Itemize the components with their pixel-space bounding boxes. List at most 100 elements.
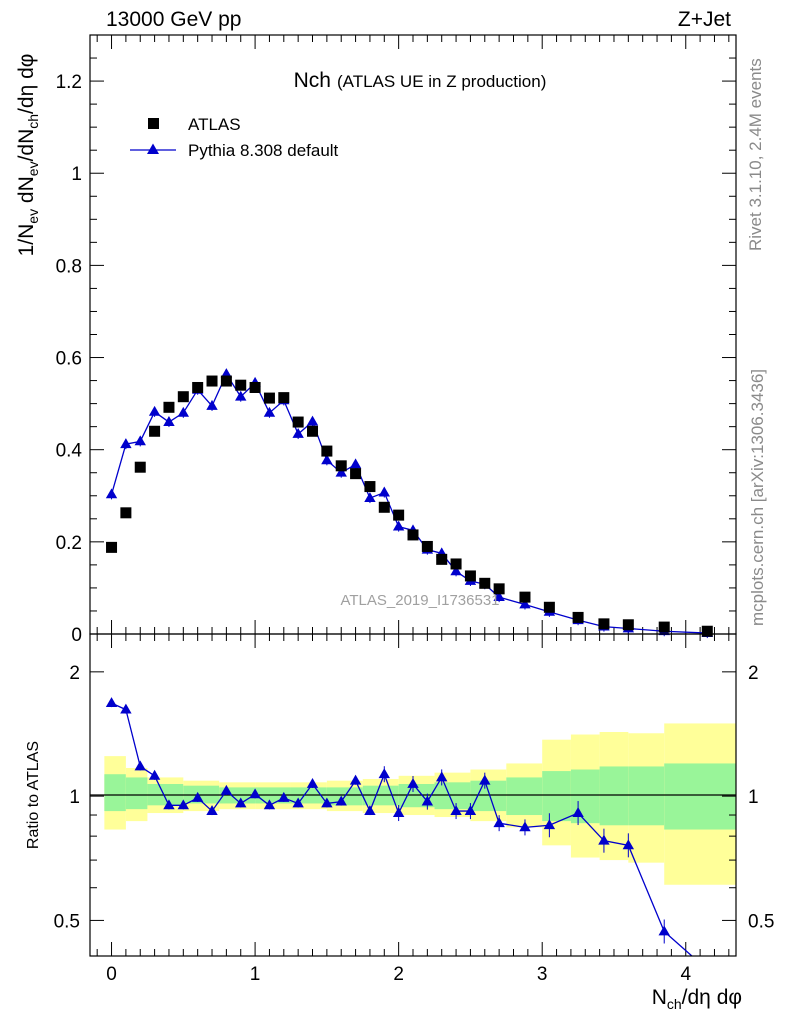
main-y-axis-label: 1/Nev dNev/dNch/dη dφ: [15, 54, 41, 257]
x-tick-label: 1: [250, 964, 261, 985]
atlas-point: [134, 461, 146, 473]
ratio-band-stat-11: [470, 780, 507, 812]
y-tick-label: 1: [71, 164, 82, 185]
main-data-series: [106, 375, 713, 637]
atlas-point: [421, 540, 433, 552]
atlas-point: [436, 553, 448, 565]
pythia-point: [364, 492, 376, 502]
atlas-point: [350, 468, 362, 480]
legend-pythia-label: Pythia 8.308 default: [188, 141, 339, 160]
ratio-pythia-point: [220, 784, 233, 795]
atlas-point: [450, 558, 462, 570]
atlas-point: [622, 619, 634, 631]
ratio-pythia-point: [292, 797, 304, 808]
ratio-y-tick-label-right: 0.5: [748, 911, 774, 932]
pythia-point: [206, 399, 218, 410]
pythia-point: [177, 406, 190, 417]
atlas-point: [106, 541, 118, 553]
legend-atlas-label: ATLAS: [188, 115, 241, 134]
atlas-point: [658, 621, 670, 633]
pythia-point: [134, 435, 146, 446]
atlas-point: [701, 625, 713, 637]
ratio-pythia-point: [622, 839, 635, 850]
ratio-pythia-point: [421, 795, 434, 806]
ratio-bands: [104, 723, 736, 885]
atlas-point: [479, 577, 491, 589]
ratio-pythia-point: [306, 777, 319, 788]
ratio-pythia-point: [148, 769, 161, 780]
ratio-pythia-point: [191, 791, 204, 802]
ratio-band-stat-1: [125, 777, 148, 810]
ratio-y-tick-label: 0.5: [54, 911, 80, 932]
atlas-point: [263, 392, 275, 404]
ratio-pythia-point: [120, 703, 132, 714]
ratio-y-tick-label: 1: [69, 787, 80, 808]
ratio-pythia-point: [436, 771, 448, 782]
pythia-point: [321, 454, 333, 465]
ratio-pythia-point: [519, 821, 531, 832]
atlas-point: [149, 425, 161, 437]
ratio-pythia-point: [177, 799, 190, 810]
pythia-point: [392, 520, 405, 531]
atlas-point: [464, 570, 476, 582]
pythia-point: [105, 488, 118, 499]
y-tick-label: 0.8: [56, 256, 82, 277]
pythia-point: [493, 591, 505, 602]
atlas-point: [378, 501, 390, 513]
pythia-point: [349, 458, 362, 469]
atlas-point: [192, 381, 204, 393]
pythia-point: [292, 428, 304, 438]
legend-atlas-marker: [148, 118, 159, 129]
ratio-band-stat-12: [506, 777, 543, 816]
atlas-point: [407, 529, 419, 541]
atlas-point: [278, 392, 290, 404]
atlas-point: [120, 507, 132, 519]
plot-title-sub: (ATLAS UE in Z production): [337, 72, 546, 91]
ratio-pythia-point: [464, 805, 477, 815]
ratio-pythia-point: [235, 797, 247, 808]
ratio-y-tick-label: 2: [69, 663, 80, 684]
watermark-text: ATLAS_2019_I1736531: [340, 592, 499, 609]
side-rivet-text: Rivet 3.1.10, 2.4M events: [746, 58, 765, 251]
x-axis-label: Nch/dη dφ: [652, 986, 742, 1012]
ratio-y-ticks: 0.5 0.5 1 1 2 2: [54, 663, 775, 933]
ratio-mc-series: [105, 697, 693, 957]
pythia-point: [450, 565, 462, 576]
ratio-pythia-point: [249, 788, 261, 799]
atlas-point: [292, 416, 304, 428]
ratio-panel: 0 1 2 3 4 0.5 0.5 1 1 2 2: [54, 633, 775, 985]
header-left-text: 13000 GeV pp: [106, 8, 241, 31]
atlas-point: [493, 583, 505, 595]
atlas-point: [598, 618, 610, 630]
atlas-point: [220, 375, 232, 387]
y-tick-label: 0.6: [56, 349, 82, 370]
ratio-pythia-point: [572, 807, 584, 817]
ratio-pythia-point: [163, 799, 175, 810]
ratio-y-axis-label: Ratio to ATLAS: [25, 741, 42, 849]
ratio-frame: [89, 633, 737, 957]
ratio-band-stat-10: [434, 782, 471, 810]
side-mcplots-text: mcplots.cern.ch [arXiv:1306.3436]: [748, 369, 767, 626]
ratio-band-stat-16: [628, 766, 665, 826]
main-y-ticks: 0 0.2 0.4 0.6 0.8 1 1.2: [56, 34, 736, 646]
pythia-point: [306, 415, 319, 426]
atlas-point: [364, 481, 376, 493]
atlas-point: [249, 381, 261, 393]
ratio-pythia-point: [278, 791, 290, 802]
ratio-pythia-point: [335, 795, 347, 806]
atlas-point: [335, 460, 347, 472]
ratio-x-ticks: 0 1 2 3 4: [96, 634, 730, 985]
legend: ATLAS Pythia 8.308 default: [130, 115, 339, 160]
ratio-y-tick-label-right: 2: [748, 663, 759, 684]
pythia-point: [263, 406, 276, 417]
atlas-point: [307, 425, 319, 437]
x-tick-label: 2: [393, 964, 404, 985]
plot-title: Nch (ATLAS UE in Z production): [294, 69, 547, 92]
atlas-point: [519, 591, 531, 603]
pythia-point: [120, 438, 132, 449]
pythia-point: [519, 598, 531, 609]
main-panel: 0 0.2 0.4 0.6 0.8 1 1.2: [56, 34, 737, 646]
main-frame: [89, 34, 737, 635]
y-tick-label: 0.2: [56, 533, 82, 554]
